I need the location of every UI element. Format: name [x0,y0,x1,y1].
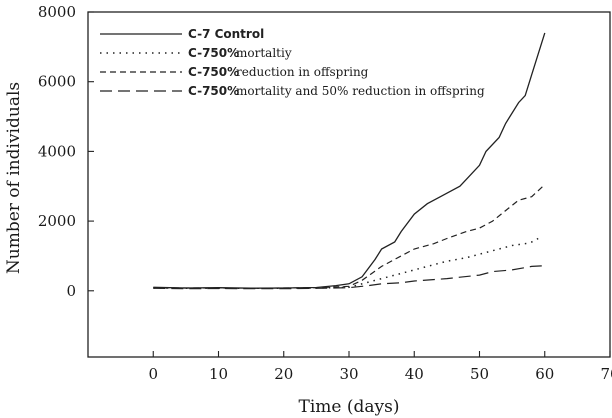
legend-label-hand-1: C-7 Control [188,27,264,41]
series-line-3 [153,184,546,289]
y-axis-label: Number of individuals [4,82,24,274]
legend-label-2: mortaltiy [236,46,292,60]
x-tick-label: 30 [339,365,358,383]
plot-frame [87,11,611,358]
x-tick-label: 0 [148,365,158,383]
y-tick-label: 8000 [38,3,76,21]
x-tick-label: 70 [600,365,612,383]
series-lines [153,32,546,290]
legend-label-hand-2: C-750% [188,46,239,60]
x-tick-label: 20 [274,365,293,383]
x-tick-label: 50 [470,365,489,383]
x-tick-label: 40 [405,365,424,383]
legend-label-hand-3: C-750% [188,65,239,79]
y-tick-label: 6000 [38,73,76,91]
x-axis-label: Time (days) [299,397,400,417]
series-line-2 [153,237,539,290]
series-line-4 [153,265,545,290]
tick-labels: 0 10 20 30 40 50 60 70 0 2000 4000 6000 8000 [38,3,612,383]
legend-label-4: mortality and 50% reduction in offspring [236,84,485,98]
legend-label-3: reduction in offspring [236,65,369,79]
x-tick-label: 60 [535,365,554,383]
tick-marks [88,11,611,357]
legend-label-hand-4: C-750% [188,84,239,98]
y-tick-label: 4000 [38,142,76,160]
legend: C-7 ControlC-750%mortaltiyC-750%reductio… [100,27,485,98]
y-tick-label: 2000 [38,212,76,230]
x-tick-label: 10 [209,365,228,383]
y-tick-label: 0 [66,282,76,300]
